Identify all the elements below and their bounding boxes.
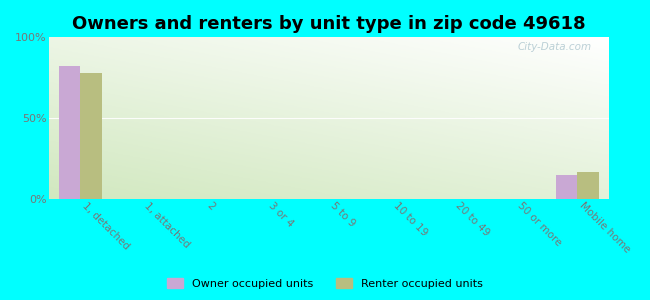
Bar [81, 73, 102, 199]
Legend: Owner occupied units, Renter occupied units: Owner occupied units, Renter occupied un… [161, 273, 489, 294]
Bar [556, 175, 577, 199]
Bar [577, 172, 599, 199]
Text: City-Data.com: City-Data.com [517, 42, 592, 52]
Bar [58, 67, 81, 199]
Title: Owners and renters by unit type in zip code 49618: Owners and renters by unit type in zip c… [72, 15, 586, 33]
